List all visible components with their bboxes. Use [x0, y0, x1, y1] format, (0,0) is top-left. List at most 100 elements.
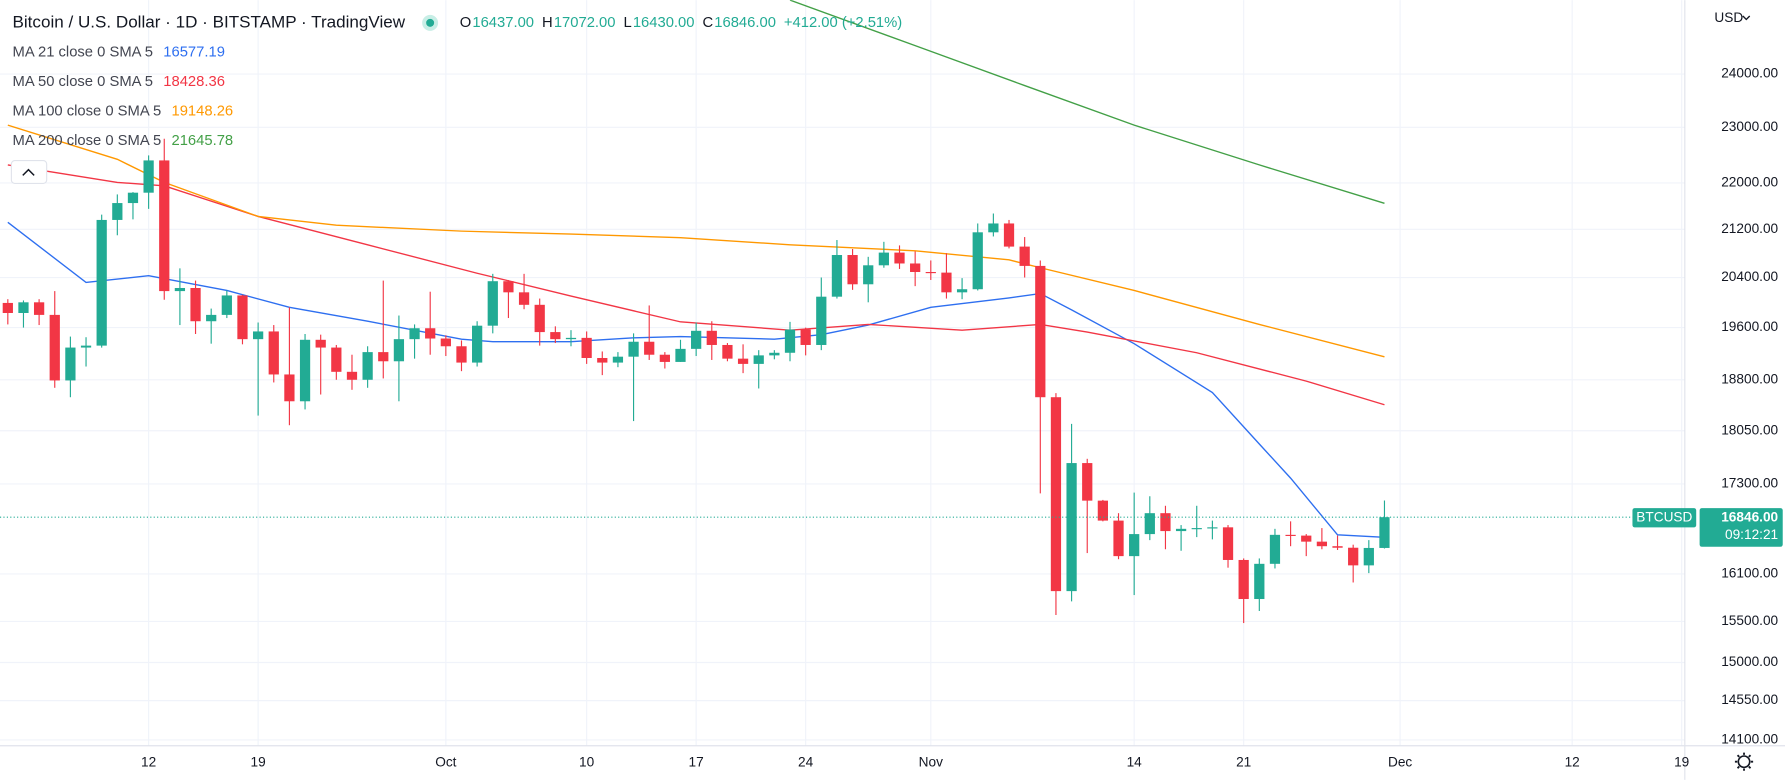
ohlc-prefix: L [623, 15, 631, 31]
chart-title: Bitcoin / U.S. Dollar · 1D · BITSTAMP · … [13, 12, 406, 31]
candle-body [33, 302, 45, 315]
candle-body [988, 223, 999, 233]
candle-body [1238, 559, 1249, 600]
candle-body [425, 328, 436, 339]
candle-body [221, 295, 232, 315]
candle-body [487, 281, 498, 326]
candle-body [346, 371, 358, 380]
candle-body [722, 344, 733, 359]
candle-body [1003, 223, 1015, 247]
y-tick-label: 22000.00 [1721, 175, 1778, 190]
candle-body [1332, 546, 1343, 548]
candle-body [1301, 535, 1312, 542]
x-tick-label: Dec [1388, 754, 1412, 769]
candle-body [1175, 528, 1187, 532]
candle-body [49, 314, 60, 381]
candle-body [2, 302, 13, 313]
candle-body [1160, 513, 1171, 532]
candle-body [1097, 500, 1109, 521]
candle-body [612, 356, 624, 363]
candle-body [941, 272, 952, 293]
candle-body [472, 325, 483, 363]
y-tick-label: 24000.00 [1721, 66, 1778, 81]
x-tick-label: 17 [689, 754, 704, 769]
candle-body [174, 287, 186, 292]
candle-body [1050, 397, 1062, 592]
candle-body [284, 374, 295, 402]
candle-body [956, 289, 968, 293]
candle-body [362, 352, 373, 380]
candle-body [1191, 528, 1202, 530]
candle-body [1222, 527, 1234, 560]
ohlc-prefix: O [460, 15, 472, 31]
legend-value: 21645.78 [171, 133, 233, 149]
candle-body [268, 331, 279, 375]
candle-body [518, 292, 530, 305]
legend-name: MA 100 close 0 SMA 5 [13, 104, 162, 120]
candle-body [910, 263, 921, 273]
candle-body [628, 341, 639, 357]
x-tick-label: 12 [1565, 754, 1580, 769]
candle-body [1082, 463, 1093, 501]
candle-body [1254, 563, 1265, 600]
y-tick-label: 23000.00 [1721, 119, 1778, 134]
candle-body [1379, 517, 1390, 548]
ohlc-prefix: H [542, 15, 553, 31]
last-price-label: 16846.00 [1721, 509, 1778, 524]
ohlc-value: 16437.00 [472, 15, 534, 31]
candle-body [237, 295, 248, 340]
ohlc-prefix: C [702, 15, 713, 31]
x-tick-label: 12 [141, 754, 156, 769]
candle-body [1066, 463, 1077, 592]
currency-chevron [1742, 15, 1751, 21]
candle-body [1269, 534, 1281, 564]
candle-body [565, 337, 577, 340]
legend-name: MA 200 close 0 SMA 5 [13, 133, 162, 149]
candle-body [847, 255, 858, 285]
candle-body [550, 332, 561, 340]
countdown-label: 09:12:21 [1725, 527, 1778, 542]
candle-body [1316, 541, 1328, 547]
moving-average-line [7, 221, 1385, 539]
change-label: +412.00 (+2.51%) [784, 15, 902, 31]
candle-body [440, 338, 451, 347]
candle-body [925, 272, 936, 274]
candle-body [1129, 534, 1140, 557]
y-tick-label: 16100.00 [1721, 565, 1778, 580]
x-tick-label: 14 [1127, 754, 1143, 769]
y-tick-label: 21200.00 [1721, 221, 1778, 236]
candle-body [112, 203, 123, 220]
legend-value: 19148.26 [171, 104, 233, 120]
candle-body [393, 339, 405, 362]
settings-gear[interactable] [1734, 752, 1754, 771]
candle-body [581, 337, 592, 358]
legend-name: MA 21 close 0 SMA 5 [13, 44, 154, 60]
ohlc-value: 16846.00 [714, 15, 776, 31]
last-price-tag [1699, 508, 1783, 547]
candle-body [644, 341, 655, 355]
y-tick-label: 14550.00 [1721, 692, 1778, 707]
candle-body [1285, 534, 1296, 536]
collapse-button[interactable] [10, 160, 48, 184]
y-tick-label: 15000.00 [1721, 654, 1778, 669]
candle-body [503, 281, 514, 293]
candle-body [96, 219, 107, 346]
candle-body [190, 287, 201, 322]
x-tick-label: 10 [579, 754, 595, 769]
candle-body [737, 358, 749, 364]
candle-body [378, 352, 389, 362]
candle-body [315, 339, 326, 348]
moving-average-line [7, 124, 1385, 358]
candle-body [972, 232, 983, 290]
candle-body [1035, 265, 1046, 398]
candle-body [597, 357, 608, 363]
candle-body [18, 302, 29, 313]
symbol-tag [1632, 508, 1697, 528]
candle-body [863, 265, 874, 285]
candle-body [1348, 547, 1359, 566]
candle-body [753, 355, 764, 364]
candle-body [831, 255, 843, 297]
